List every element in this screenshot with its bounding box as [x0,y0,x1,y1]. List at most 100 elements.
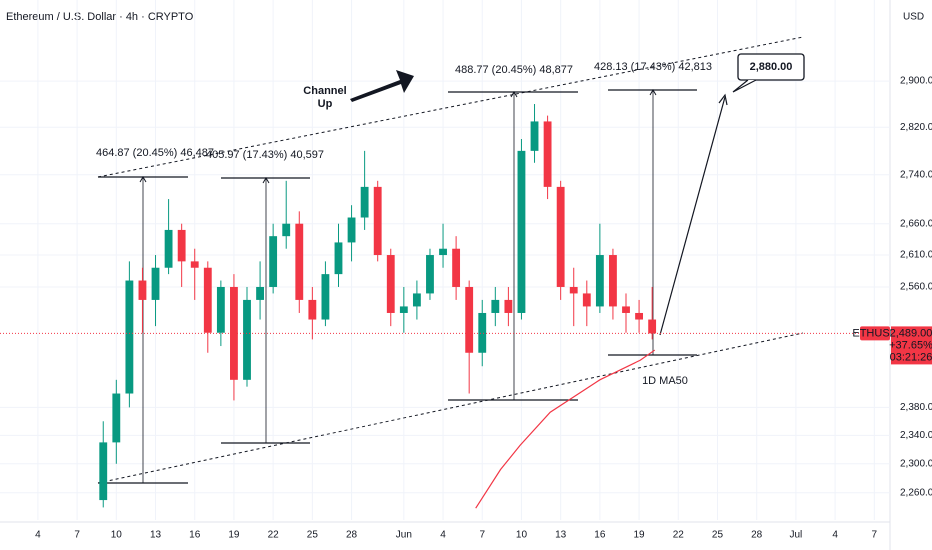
price-label: 2,489.00 [890,327,932,339]
candle-body [452,248,461,287]
x-tick-label: 7 [872,530,878,541]
candle-body [465,286,474,353]
candle-body [595,255,604,307]
measure-label: 428.13 (17.43%) 42,813 [594,61,712,73]
x-tick-label: 22 [268,530,280,541]
measure-arrowhead [139,176,147,183]
x-tick-label: 10 [516,530,528,541]
candle-body [373,186,382,256]
y-tick-label: 2,820.00 [900,122,932,133]
candle-body [347,217,356,243]
x-tick-label: 13 [555,530,567,541]
x-tick-label: 28 [346,530,358,541]
x-tick-label: 25 [712,530,724,541]
candle-body [321,274,330,320]
x-tick-label: 4 [832,530,838,541]
x-tick-label: 28 [751,530,763,541]
y-tick-label: 2,260.00 [900,487,932,498]
candle-body [622,306,630,313]
measure-arrowhead [649,89,657,96]
x-tick-label: 19 [634,530,646,541]
candle-body [334,242,343,275]
chart-title: Ethereum / U.S. Dollar · 4h · CRYPTO [6,11,194,23]
currency-label: USD [903,12,924,23]
measure-label: 405.97 (17.43%) 40,597 [206,149,324,161]
x-tick-label: 4 [35,530,41,541]
measure-arrowhead [510,91,518,98]
countdown-label: 03:21:26 [890,351,932,363]
measure-arrowhead [262,177,270,184]
price-badge [891,326,932,365]
candle-body [99,442,108,501]
candle-body [609,255,617,307]
candle-body [504,299,513,313]
candle-body [360,186,369,218]
x-tick-label: 22 [673,530,685,541]
candle-body [556,186,565,287]
y-tick-label: 2,340.00 [900,430,932,441]
x-tick-label: 16 [189,530,201,541]
candle-body [478,312,487,353]
candle-body [491,299,500,313]
x-tick-label: 13 [150,530,162,541]
x-tick-label: 7 [74,530,80,541]
channel-arrow [350,70,414,102]
y-tick-label: 2,660.00 [900,218,932,229]
candle-body [308,299,317,320]
y-tick-label: 2,610.00 [900,250,932,261]
candle-body [543,121,552,187]
y-tick-label: 2,380.00 [900,402,932,413]
candle-body [439,248,447,256]
candle-body [151,267,160,300]
annotation: Up [318,98,333,110]
candle-body [399,306,408,313]
candle-body [243,299,251,380]
candle-body [190,261,199,268]
candle-body [282,223,291,237]
candle-body [269,236,278,287]
candle-body [230,286,238,380]
y-tick-label: 2,560.00 [900,282,932,293]
candle-body [569,286,578,294]
candle-body [125,280,134,394]
candle-body [635,312,643,320]
candle-body [216,286,225,333]
annotation: Channel [303,85,346,97]
symbol-badge [860,326,890,341]
candle-body [426,255,434,294]
candle-body [648,319,657,334]
candle-body [164,229,173,268]
y-tick-label: 2,300.00 [900,458,932,469]
change-label: +37.65% [889,339,932,351]
x-tick-label: 16 [594,530,606,541]
candle-body [203,267,212,333]
measure-label: 464.87 (20.45%) 46,487 [96,147,214,159]
x-tick-label: 19 [228,530,240,541]
candle-body [412,293,421,307]
x-tick-label: 7 [479,530,485,541]
ma-line [475,349,656,509]
x-tick-label: 4 [440,530,446,541]
measure-label: 488.77 (20.45%) 48,877 [455,64,573,76]
channel-bottom [97,332,804,484]
projection-arrowhead [718,93,728,106]
target-box [737,53,805,81]
candle-body [386,255,395,313]
candle-body [177,229,186,262]
y-tick-label: 2,740.00 [900,169,932,180]
candle-body [138,280,147,300]
candle-body [530,121,539,151]
candle-body [582,293,591,307]
target-pointer [732,79,757,93]
y-tick-label: 2,900.00 [900,76,932,87]
projection-line [659,96,726,336]
x-tick-label: 25 [307,530,319,541]
candle-body [517,150,526,313]
x-tick-label: Jun [396,530,412,541]
target-label: 2,880.00 [750,61,793,73]
x-tick-label: 10 [111,530,123,541]
candle-body [295,223,304,300]
symbol-label: ETHUSD [852,327,897,339]
